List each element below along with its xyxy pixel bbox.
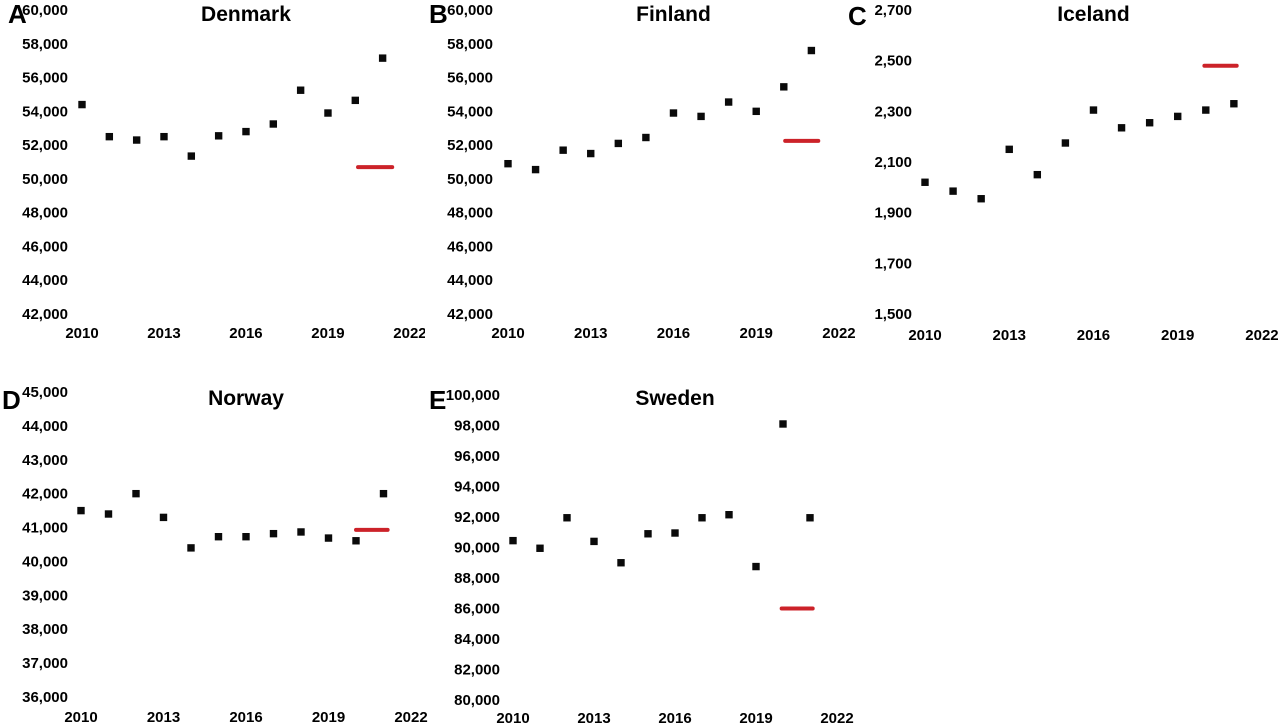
panel-letter-d: D	[2, 385, 21, 415]
svg-text:2022: 2022	[822, 325, 855, 342]
svg-text:2019: 2019	[311, 325, 344, 342]
svg-text:2016: 2016	[229, 325, 262, 342]
svg-text:36,000: 36,000	[22, 689, 68, 706]
svg-text:2022: 2022	[393, 325, 425, 342]
svg-text:54,000: 54,000	[22, 103, 68, 120]
svg-text:2022: 2022	[394, 709, 427, 726]
svg-text:90,000: 90,000	[454, 540, 500, 557]
svg-text:58,000: 58,000	[447, 36, 493, 53]
svg-text:2022: 2022	[820, 710, 853, 727]
svg-text:2013: 2013	[147, 325, 180, 342]
svg-text:37,000: 37,000	[22, 655, 68, 672]
panel-iceland: C Iceland 2,700 2,500 2,300 2,100 1,900 1,700…	[845, 0, 1280, 360]
svg-text:2016: 2016	[229, 709, 262, 726]
panel-letter-e: E	[429, 385, 447, 415]
svg-text:2016: 2016	[1077, 327, 1110, 344]
svg-text:2,300: 2,300	[874, 103, 912, 120]
svg-text:50,000: 50,000	[22, 171, 68, 188]
svg-text:2010: 2010	[908, 327, 941, 344]
panel-title-norway: Norway	[208, 387, 284, 410]
svg-text:2,500: 2,500	[874, 53, 912, 70]
panel-finland: B Finland 60,000 58,000 56,000 54,000 52,000…	[425, 0, 855, 360]
svg-text:38,000: 38,000	[22, 621, 68, 638]
svg-text:42,000: 42,000	[447, 306, 493, 323]
svg-text:84,000: 84,000	[454, 631, 500, 648]
scatter-plot-finland: 60,000 58,000 56,000 54,000 52,000 50,000 48,0…	[447, 2, 855, 342]
svg-text:98,000: 98,000	[454, 418, 500, 435]
svg-text:52,000: 52,000	[22, 137, 68, 154]
panel-title-iceland: Iceland	[1057, 3, 1130, 26]
scatter-plot-denmark: 60,000 58,000 56,000 54,000 52,000 50,000 48,0…	[22, 2, 425, 342]
svg-text:54,000: 54,000	[447, 103, 493, 120]
svg-text:92,000: 92,000	[454, 509, 500, 526]
svg-text:56,000: 56,000	[22, 70, 68, 87]
scatter-plot-sweden: 100,000 98,000 96,000 94,000 92,000 90,000 88,…	[446, 387, 854, 727]
svg-text:42,000: 42,000	[22, 486, 68, 503]
panel-title-sweden: Sweden	[635, 387, 715, 410]
svg-text:2010: 2010	[64, 709, 97, 726]
svg-text:2010: 2010	[491, 325, 524, 342]
panel-denmark: A Denmark 60,000 58,000 56,000 54,000 52,000…	[0, 0, 425, 360]
svg-text:2010: 2010	[65, 325, 98, 342]
scatter-plot-iceland: 2,700 2,500 2,300 2,100 1,900 1,700 1,500 2010 2…	[874, 2, 1278, 344]
panel-title-finland: Finland	[636, 3, 711, 26]
svg-text:2022: 2022	[1245, 327, 1278, 344]
svg-text:2019: 2019	[740, 325, 773, 342]
scatter-plot-norway: 45,000 44,000 43,000 42,000 41,000 40,000 39,0…	[22, 384, 428, 726]
panel-letter-b: B	[429, 0, 448, 29]
svg-text:100,000: 100,000	[446, 387, 500, 404]
svg-text:2016: 2016	[657, 325, 690, 342]
svg-text:82,000: 82,000	[454, 662, 500, 679]
svg-text:43,000: 43,000	[22, 452, 68, 469]
svg-text:2,100: 2,100	[874, 154, 912, 171]
svg-text:94,000: 94,000	[454, 479, 500, 496]
svg-text:56,000: 56,000	[447, 70, 493, 87]
svg-text:58,000: 58,000	[22, 36, 68, 53]
svg-text:2019: 2019	[739, 710, 772, 727]
svg-text:2010: 2010	[496, 710, 529, 727]
svg-text:41,000: 41,000	[22, 520, 68, 537]
svg-text:2013: 2013	[574, 325, 607, 342]
svg-text:86,000: 86,000	[454, 601, 500, 618]
svg-text:2013: 2013	[577, 710, 610, 727]
svg-text:60,000: 60,000	[447, 2, 493, 19]
svg-text:1,700: 1,700	[874, 255, 912, 272]
svg-text:48,000: 48,000	[22, 205, 68, 222]
svg-text:44,000: 44,000	[22, 272, 68, 289]
svg-text:2013: 2013	[147, 709, 180, 726]
svg-text:40,000: 40,000	[22, 553, 68, 570]
svg-text:52,000: 52,000	[447, 137, 493, 154]
svg-text:80,000: 80,000	[454, 692, 500, 709]
svg-text:44,000: 44,000	[22, 418, 68, 435]
svg-text:46,000: 46,000	[447, 238, 493, 255]
panel-sweden: E Sweden 100,000 98,000 96,000 94,000 92,000…	[425, 380, 865, 728]
svg-text:96,000: 96,000	[454, 448, 500, 465]
panel-title-denmark: Denmark	[201, 3, 291, 26]
svg-text:45,000: 45,000	[22, 384, 68, 401]
svg-text:44,000: 44,000	[447, 272, 493, 289]
svg-text:60,000: 60,000	[22, 2, 68, 19]
svg-text:2016: 2016	[658, 710, 691, 727]
svg-text:42,000: 42,000	[22, 306, 68, 323]
svg-text:2019: 2019	[312, 709, 345, 726]
svg-text:88,000: 88,000	[454, 570, 500, 587]
panel-norway: D Norway 45,000 44,000 43,000 42,000 41,000 4…	[0, 380, 430, 728]
svg-text:48,000: 48,000	[447, 205, 493, 222]
svg-text:2,700: 2,700	[874, 2, 912, 19]
panel-letter-c: C	[848, 1, 867, 31]
svg-text:39,000: 39,000	[22, 587, 68, 604]
panel-letter-a: A	[8, 0, 27, 29]
svg-text:2019: 2019	[1161, 327, 1194, 344]
svg-text:50,000: 50,000	[447, 171, 493, 188]
svg-text:1,900: 1,900	[874, 205, 912, 222]
svg-text:2013: 2013	[993, 327, 1026, 344]
svg-text:46,000: 46,000	[22, 238, 68, 255]
svg-text:1,500: 1,500	[874, 306, 912, 323]
